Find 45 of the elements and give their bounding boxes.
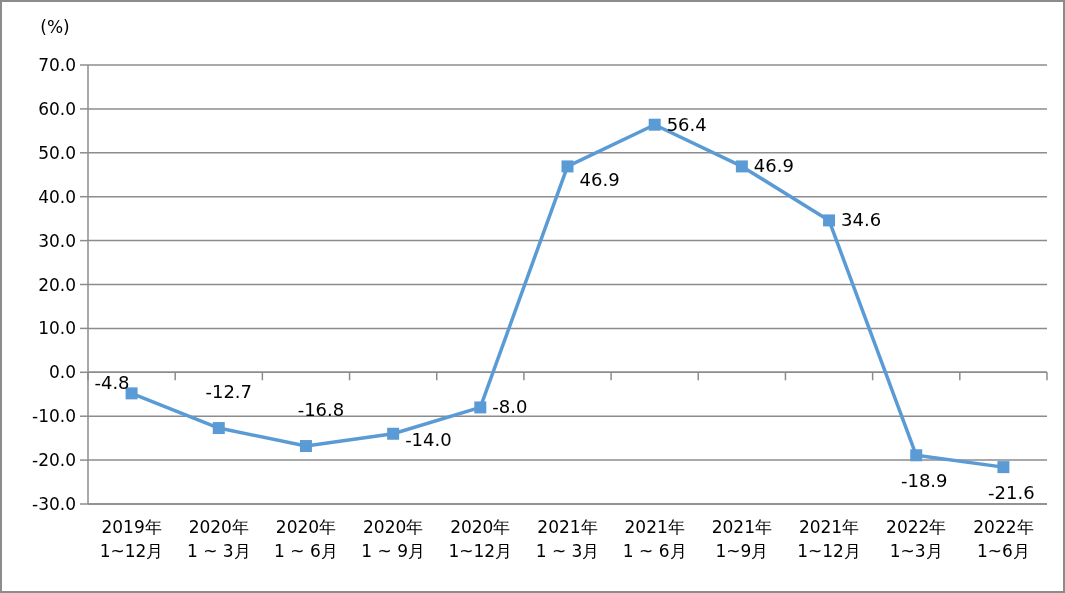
ytick: 70.0 bbox=[38, 55, 76, 75]
ytick: 10.0 bbox=[38, 318, 76, 339]
data-label: 34.6 bbox=[841, 209, 882, 231]
xtick: 2021年 bbox=[711, 517, 772, 537]
xtick: 2020年 bbox=[363, 517, 424, 537]
ytick: 50.0 bbox=[38, 142, 76, 163]
xtick: 2022年 bbox=[973, 517, 1034, 537]
ytick: -10.0 bbox=[32, 406, 76, 427]
xtick: 2022年 bbox=[886, 517, 947, 537]
xtick: 2021年 bbox=[798, 517, 860, 537]
data-label: -8.0 bbox=[492, 396, 528, 418]
xtick: 2021年 bbox=[624, 517, 685, 537]
xtick: 1 ~ 6月 bbox=[622, 541, 687, 561]
xtick: 1~3月 bbox=[889, 541, 943, 561]
xtick: 1~12月 bbox=[797, 541, 861, 561]
ylabel: (%) bbox=[40, 17, 70, 37]
data-label: -16.8 bbox=[297, 399, 345, 421]
ytick: 40.0 bbox=[38, 186, 76, 207]
data-label: -4.8 bbox=[94, 372, 130, 394]
xtick: 2020年 bbox=[450, 517, 511, 537]
xtick: 2021年 bbox=[537, 517, 598, 537]
ytick: 0.0 bbox=[48, 362, 76, 383]
ytick: 20.0 bbox=[38, 274, 76, 295]
xtick: 2019年 bbox=[101, 517, 162, 537]
ytick: -30.0 bbox=[32, 494, 76, 514]
xtick: 2020年 bbox=[275, 517, 337, 537]
xtick: 1 ~ 9月 bbox=[361, 541, 425, 561]
xtick: 1 ~ 6月 bbox=[274, 541, 338, 561]
data-label: -12.7 bbox=[205, 381, 253, 403]
data-label: -14.0 bbox=[405, 428, 452, 450]
ytick: 30.0 bbox=[38, 230, 76, 251]
data-label: -18.9 bbox=[900, 470, 948, 492]
data-label: -21.6 bbox=[988, 482, 1035, 504]
ytick: -20.0 bbox=[32, 450, 76, 471]
xtick: 1 ~ 3月 bbox=[535, 541, 600, 561]
xtick: 2020年 bbox=[188, 517, 249, 537]
xtick: 1~12月 bbox=[448, 541, 513, 561]
xtick: 1~12月 bbox=[99, 541, 164, 561]
ytick: 60.0 bbox=[38, 98, 76, 119]
xtick: 1~6月 bbox=[976, 541, 1030, 561]
xtick: 1~9月 bbox=[715, 541, 769, 561]
data-label: 56.4 bbox=[666, 113, 707, 135]
data-label: 46.9 bbox=[579, 169, 620, 191]
data-label: 46.9 bbox=[753, 155, 794, 177]
xtick: 1 ~ 3月 bbox=[186, 541, 251, 561]
